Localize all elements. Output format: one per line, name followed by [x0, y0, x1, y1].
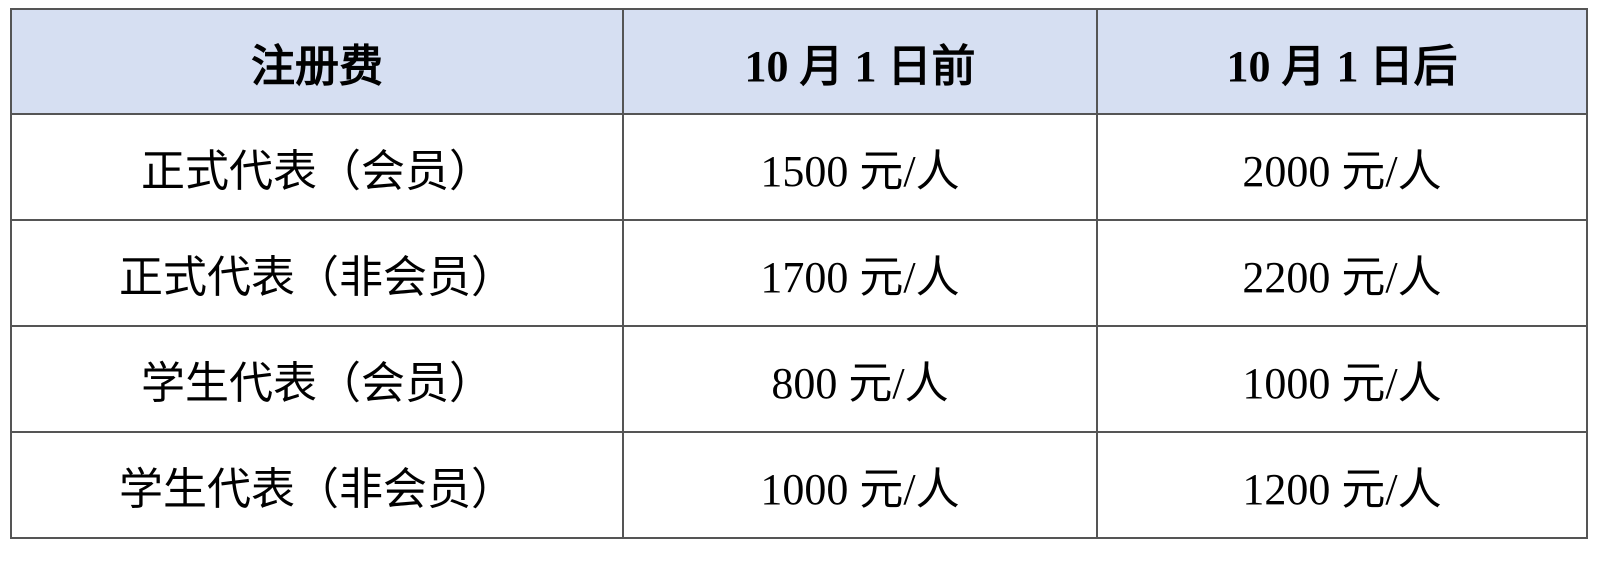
header-cell: 10 月 1 日后	[1096, 8, 1588, 115]
cell: 正式代表（非会员）	[10, 219, 624, 327]
table-row: 正式代表（非会员） 1700 元/人 2200 元/人	[10, 219, 1588, 327]
table-row: 学生代表（会员） 800 元/人 1000 元/人	[10, 325, 1588, 433]
registration-fee-table: 注册费 10 月 1 日前 10 月 1 日后 正式代表（会员） 1500 元/人…	[10, 8, 1588, 539]
cell: 学生代表（会员）	[10, 325, 624, 433]
cell: 800 元/人	[622, 325, 1098, 433]
cell: 1200 元/人	[1096, 431, 1588, 539]
cell: 正式代表（会员）	[10, 113, 624, 221]
cell: 1000 元/人	[1096, 325, 1588, 433]
cell: 1000 元/人	[622, 431, 1098, 539]
table-row: 正式代表（会员） 1500 元/人 2000 元/人	[10, 113, 1588, 221]
header-row: 注册费 10 月 1 日前 10 月 1 日后	[10, 8, 1588, 115]
cell: 2200 元/人	[1096, 219, 1588, 327]
cell: 学生代表（非会员）	[10, 431, 624, 539]
cell: 1500 元/人	[622, 113, 1098, 221]
cell: 2000 元/人	[1096, 113, 1588, 221]
header-cell: 10 月 1 日前	[622, 8, 1098, 115]
cell: 1700 元/人	[622, 219, 1098, 327]
table-row: 学生代表（非会员） 1000 元/人 1200 元/人	[10, 431, 1588, 539]
header-cell: 注册费	[10, 8, 624, 115]
